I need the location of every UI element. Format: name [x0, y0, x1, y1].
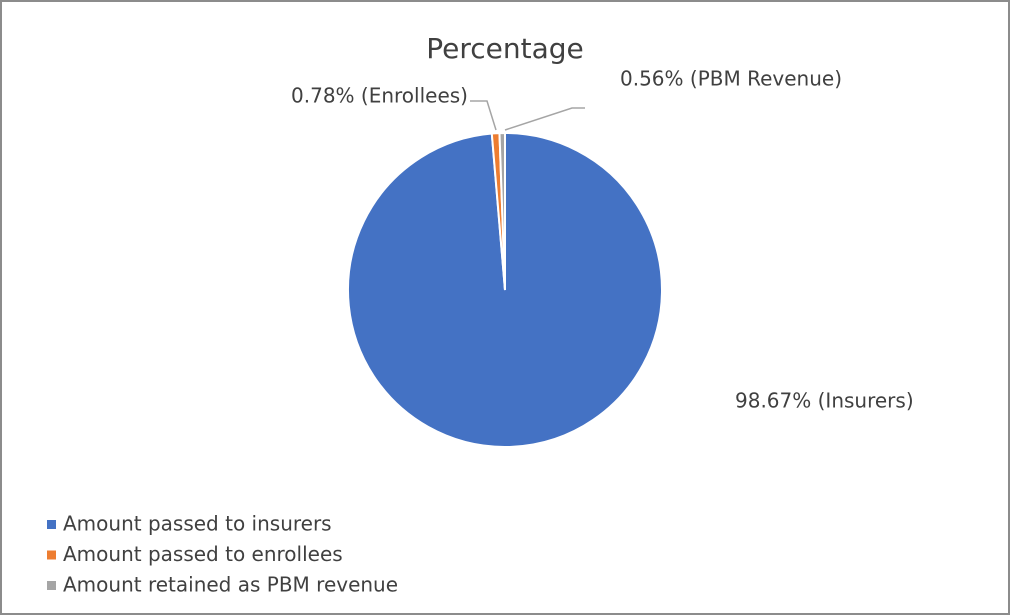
data-label: 0.56% (PBM Revenue) [620, 67, 842, 91]
legend-label: Amount passed to insurers [63, 512, 332, 536]
legend-swatch [47, 581, 56, 590]
pie-slice [498, 131, 506, 291]
legend-label: Amount retained as PBM revenue [63, 573, 398, 597]
legend-swatch [47, 520, 56, 529]
legend-swatch [47, 550, 56, 560]
data-label: 98.67% (Insurers) [735, 389, 914, 413]
leader-line [504, 107, 585, 131]
chart-title: Percentage [426, 32, 584, 65]
legend-label: Amount passed to enrollees [63, 542, 343, 566]
leader-line [470, 100, 497, 131]
data-label: 0.78% (Enrollees) [291, 84, 468, 108]
